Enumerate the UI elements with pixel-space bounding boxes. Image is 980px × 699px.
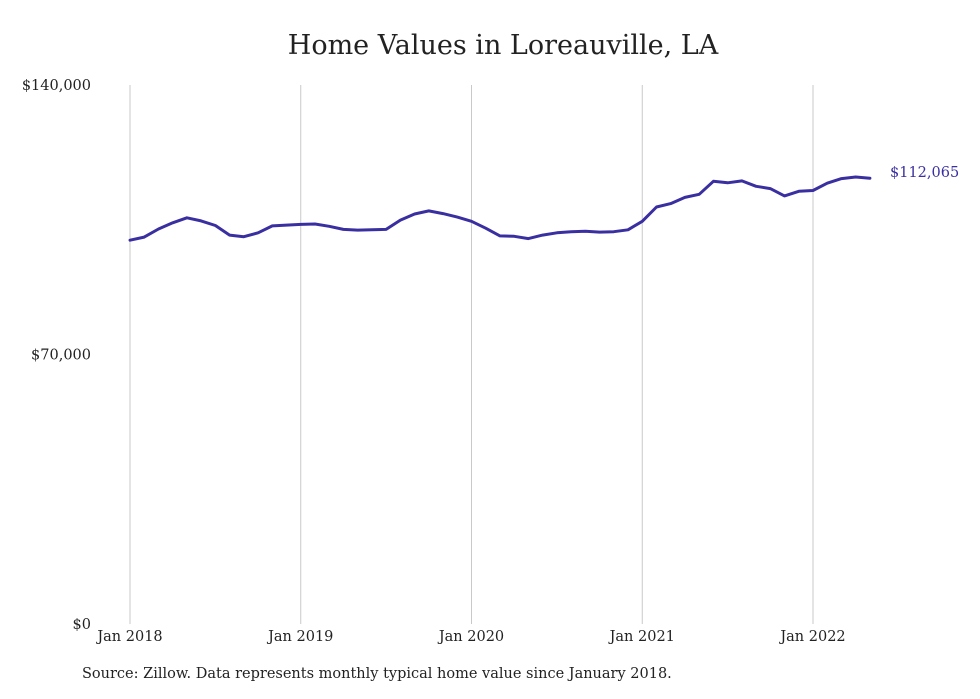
x-tick-label: Jan 2018 bbox=[95, 629, 162, 645]
x-tick-label: Jan 2019 bbox=[266, 629, 333, 645]
x-tick-label: Jan 2021 bbox=[608, 629, 675, 645]
y-tick-label: $140,000 bbox=[22, 78, 91, 94]
series-end-label: $112,065 bbox=[890, 165, 959, 181]
y-tick-label: $70,000 bbox=[31, 348, 91, 364]
x-tick-label: Jan 2022 bbox=[778, 629, 845, 645]
chart-title: Home Values in Loreauville, LA bbox=[287, 30, 719, 61]
y-tick-label: $0 bbox=[73, 617, 91, 633]
x-tick-label: Jan 2020 bbox=[437, 629, 504, 645]
source-note: Source: Zillow. Data represents monthly … bbox=[82, 666, 672, 682]
series-line bbox=[128, 175, 872, 242]
